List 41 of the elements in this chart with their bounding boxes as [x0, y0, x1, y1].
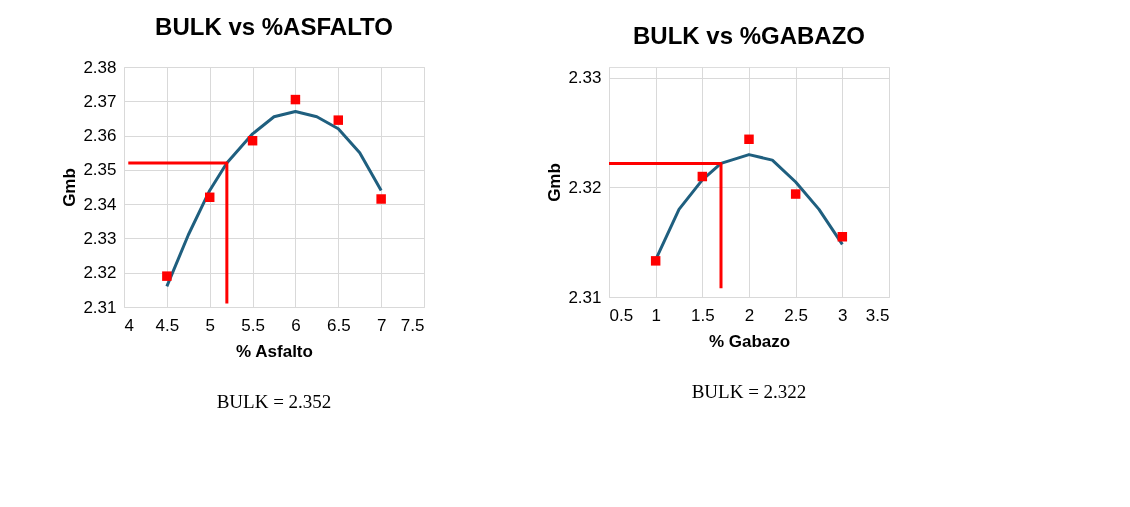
x-tick-label: 3 — [838, 305, 848, 325]
y-tick-label: 2.38 — [83, 57, 117, 77]
x-axis-title: % Asfalto — [236, 341, 313, 361]
y-tick-label: 2.34 — [83, 194, 117, 214]
point — [162, 271, 172, 281]
x-tick-label: 5.5 — [241, 315, 265, 335]
x-tick-label: 2.5 — [784, 305, 808, 325]
text: BULK = 2.352 — [216, 391, 332, 412]
y-tick-label: 2.32 — [83, 263, 117, 283]
point — [333, 115, 344, 125]
y-tick-label: 2.32 — [568, 177, 602, 197]
point — [290, 94, 301, 105]
y-tick-label: 2.33 — [83, 228, 117, 248]
x-tick-label: 6.5 — [326, 315, 351, 335]
chart-title: BULK vs %GABAZO — [632, 22, 866, 49]
y-tick-label: 2.36 — [83, 126, 117, 146]
x-tick-label: 2 — [744, 305, 755, 325]
y-tick-label: 2.35 — [83, 160, 117, 180]
line-series — [165, 110, 383, 288]
point — [376, 194, 386, 204]
chart-title: BULK vs %ASFALTO — [155, 13, 393, 40]
x-tick-label: 1 — [651, 305, 661, 325]
x-tick-label: 0.5 — [609, 305, 634, 325]
y-tick-label: 2.31 — [83, 297, 117, 317]
point — [247, 135, 258, 146]
x-tick-label: 3.5 — [865, 305, 890, 325]
x-axis-title: % Gabazo — [708, 331, 791, 351]
y-axis-title: Gmb — [60, 168, 80, 207]
x-tick-label: 5 — [205, 315, 215, 335]
y-tick-label: 2.33 — [568, 68, 602, 88]
x-tick-label: 7.5 — [400, 315, 425, 335]
y-axis-title: Gmb — [545, 163, 565, 202]
text: BULK = 2.322 — [691, 381, 807, 402]
y-tick-label: 2.31 — [568, 287, 602, 307]
x-tick-label: 6 — [291, 315, 301, 335]
x-tick-label: 7 — [376, 315, 387, 335]
point — [204, 192, 215, 203]
x-tick-label: 1.5 — [691, 305, 715, 325]
y-tick-label: 2.37 — [83, 91, 117, 111]
x-tick-label: 4.5 — [155, 315, 180, 335]
x-tick-label: 4 — [124, 315, 134, 335]
